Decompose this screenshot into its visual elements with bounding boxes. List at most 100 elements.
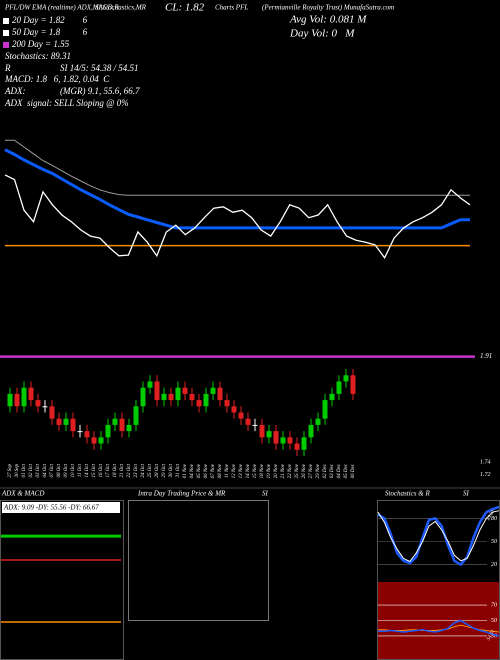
candle-body: [98, 437, 104, 444]
x-tick-label: 21 Oct: [120, 463, 125, 477]
legend-swatch: [3, 30, 9, 36]
panel-frame: [128, 500, 269, 621]
candle-body: [175, 387, 181, 401]
x-tick-label: 20 Nov: [274, 463, 279, 478]
candle-body: [203, 393, 209, 407]
candle-body: [70, 418, 76, 432]
x-tick-label: 28 Oct: [155, 463, 160, 477]
x-tick-label: 15 Oct: [92, 463, 97, 477]
x-tick-label: 10 Oct: [71, 463, 76, 477]
series-line: [378, 619, 500, 637]
x-tick-label: 30 Sep: [15, 464, 20, 478]
x-tick-label: 26 Nov: [302, 463, 307, 478]
x-tick-label: 11 Oct: [78, 463, 83, 477]
info-box: [2, 502, 120, 513]
candle-body: [182, 387, 188, 394]
series-line: [377, 510, 500, 563]
x-tick-label: 08 Nov: [218, 463, 223, 478]
candle-body: [28, 387, 34, 401]
candle-body: [56, 418, 62, 425]
header-text: (Permianville Royalty Trust) MunafaSutra…: [262, 4, 394, 12]
candle-body: [133, 406, 139, 425]
candle-body: [91, 437, 97, 444]
header-text: CL: 1.82: [165, 2, 205, 14]
candle-body: [322, 400, 328, 419]
candle-body: [119, 418, 125, 432]
candle-body: [350, 375, 356, 394]
x-tick-label: 04 Oct: [43, 463, 48, 477]
candle-body: [63, 418, 69, 425]
x-tick-label: 02 Oct: [29, 463, 34, 477]
candle-body: [42, 406, 48, 408]
x-tick-label: 17 Oct: [106, 463, 111, 477]
candle-body: [266, 431, 272, 438]
candle-body: [77, 431, 83, 433]
candle-body: [343, 375, 349, 382]
x-tick-label: 15 Nov: [253, 463, 258, 478]
candle-body: [147, 381, 153, 388]
candle-body: [14, 393, 20, 407]
panel-title: ADX & MACD: [1, 490, 44, 498]
header-text: (MGR) 9.1, 55.6, 66.7: [60, 86, 140, 96]
candle-body: [273, 431, 279, 444]
series-line: [377, 505, 500, 567]
x-tick-label: 04 Nov: [190, 463, 195, 478]
x-tick-label: 12 Nov: [232, 463, 237, 478]
x-tick-label: 05 Dec: [344, 463, 349, 478]
x-tick-label: 22 Oct: [127, 463, 132, 477]
x-tick-label: 30 Oct: [169, 463, 174, 477]
header-text: Charts PFL: [215, 4, 248, 12]
x-tick-label: 11 Nov: [225, 463, 230, 478]
panel-title: Intra Day Trading Price & MR: [137, 490, 226, 498]
x-tick-label: 27 Nov: [309, 463, 314, 478]
x-tick-label: 21 Nov: [281, 463, 286, 478]
x-tick-label: 24 Oct: [141, 463, 146, 477]
x-tick-label: 18 Nov: [260, 463, 265, 478]
y-tick-label: 30: [490, 633, 497, 639]
y-tick-label: 1.74: [480, 459, 491, 466]
candle-body: [336, 381, 342, 394]
x-tick-label: 27 Sep: [8, 464, 13, 478]
candle-body: [21, 387, 27, 407]
header-text: PFL/DW EMA (realtime) ADX,MACD,R: [4, 4, 119, 12]
candle-body: [35, 400, 41, 407]
legend-swatch: [3, 18, 9, 24]
candle-body: [224, 400, 230, 407]
value-annotation: 89.31: [486, 509, 496, 521]
header-text: Avg Vol: 0.081 M: [289, 14, 367, 26]
candle-body: [280, 437, 286, 444]
candle-body: [308, 424, 314, 438]
candle-body: [105, 424, 111, 438]
x-tick-label: 22 Nov: [288, 463, 293, 478]
panel-title: SI: [262, 490, 269, 498]
x-tick-label: 25 Oct: [148, 463, 153, 477]
candle-body: [294, 443, 300, 450]
header-text: 200 Day = 1.55: [12, 39, 70, 49]
candle-body: [168, 393, 174, 401]
candle-body: [252, 424, 258, 426]
y-tick-label: 50: [491, 618, 497, 624]
header-text: ADX signal: SELL Sloping @ 0%: [4, 98, 129, 108]
x-tick-label: 06 Nov: [204, 463, 209, 478]
candle-body: [245, 418, 251, 425]
candle-body: [287, 437, 293, 444]
x-tick-label: 13 Nov: [239, 463, 244, 478]
candle-body: [7, 393, 13, 407]
candle-body: [189, 393, 195, 401]
header-text: SI,Stochastics,MR: [95, 4, 147, 12]
x-tick-label: 07 Nov: [211, 463, 216, 478]
candle-body: [196, 400, 202, 407]
y-tick-label: 20: [491, 562, 497, 568]
x-tick-label: 06 Dec: [351, 463, 356, 478]
x-tick-label: 08 Oct: [57, 463, 62, 477]
candle-body: [112, 418, 118, 425]
y-tick-label: 50: [491, 539, 497, 545]
series-line: [4, 174, 471, 260]
candle-body: [315, 418, 321, 425]
series-line: [4, 148, 470, 230]
header-text: 50 Day = 1.8 6: [12, 27, 88, 37]
x-tick-label: 29 Nov: [316, 463, 321, 478]
candle-body: [140, 387, 146, 407]
header-text: R: [4, 63, 11, 73]
